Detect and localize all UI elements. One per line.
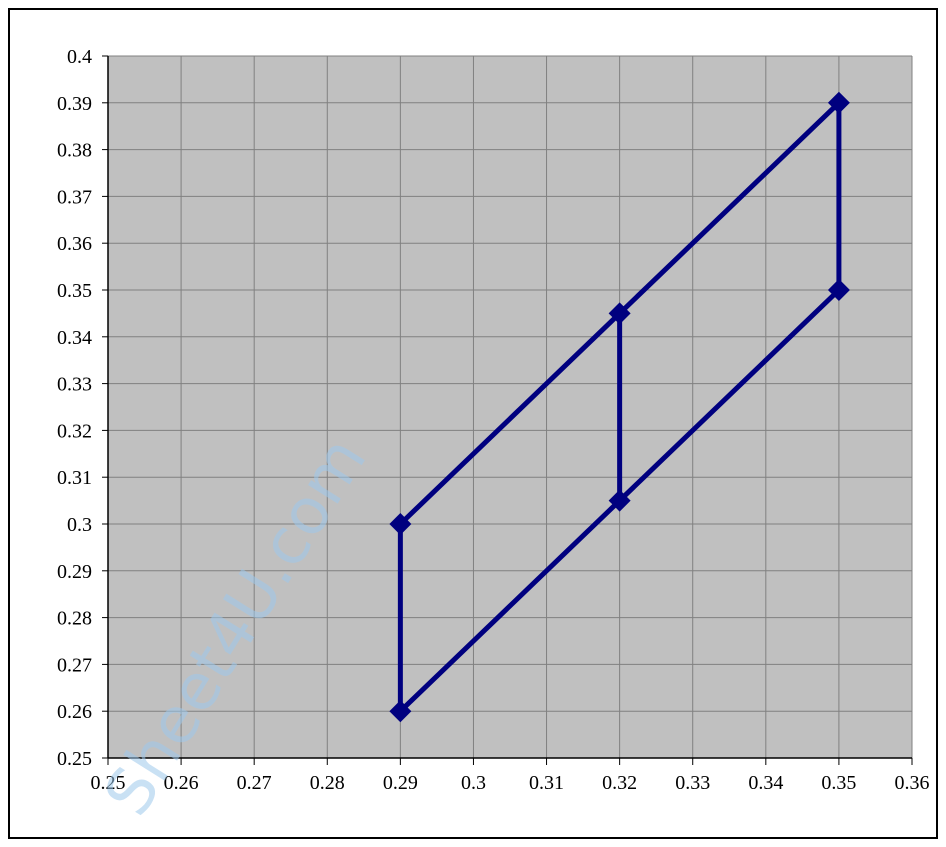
data-point-marker (608, 489, 631, 512)
y-tick-label: 0.31 (57, 467, 92, 489)
x-tick-label: 0.29 (383, 772, 418, 794)
y-tick-label: 0.26 (57, 701, 92, 723)
y-tick-label: 0.32 (57, 420, 92, 442)
x-tick-label: 0.32 (602, 772, 637, 794)
x-tick-label: 0.25 (91, 772, 126, 794)
data-point-marker (389, 700, 412, 723)
x-tick-label: 0.26 (164, 772, 199, 794)
x-tick-label: 0.27 (237, 772, 272, 794)
data-point-marker (389, 513, 412, 535)
y-tick-label: 0.3 (67, 514, 92, 536)
data-point-marker (827, 279, 850, 301)
y-tick-label: 0.35 (57, 280, 92, 302)
y-tick-label: 0.34 (57, 327, 92, 349)
x-tick-label: 0.33 (675, 772, 710, 794)
x-tick-label: 0.28 (310, 772, 345, 794)
y-tick-label: 0.33 (57, 374, 92, 396)
x-tick-label: 0.3 (461, 772, 486, 794)
y-tick-label: 0.4 (67, 46, 92, 68)
y-tick-label: 0.25 (57, 748, 92, 770)
y-tick-label: 0.38 (57, 140, 92, 162)
data-point-marker (608, 302, 631, 325)
x-tick-label: 0.35 (821, 772, 856, 794)
x-tick-label: 0.31 (529, 772, 564, 794)
x-tick-label: 0.34 (748, 772, 783, 794)
plot-background (108, 56, 912, 758)
y-tick-label: 0.36 (57, 233, 92, 255)
plot-layer: 0.25 0.26 0.27 0.28 0.29 0.3 0.31 0.32 0.33 0.34 0… (57, 46, 930, 794)
x-tick-label: 0.36 (895, 772, 930, 794)
y-tick-label: 0.37 (57, 186, 92, 208)
y-tick-label: 0.27 (57, 654, 92, 676)
data-point-marker (827, 91, 850, 114)
y-tick-label: 0.39 (57, 93, 92, 115)
y-tick-label: 0.29 (57, 561, 92, 583)
y-tick-label: 0.28 (57, 608, 92, 630)
